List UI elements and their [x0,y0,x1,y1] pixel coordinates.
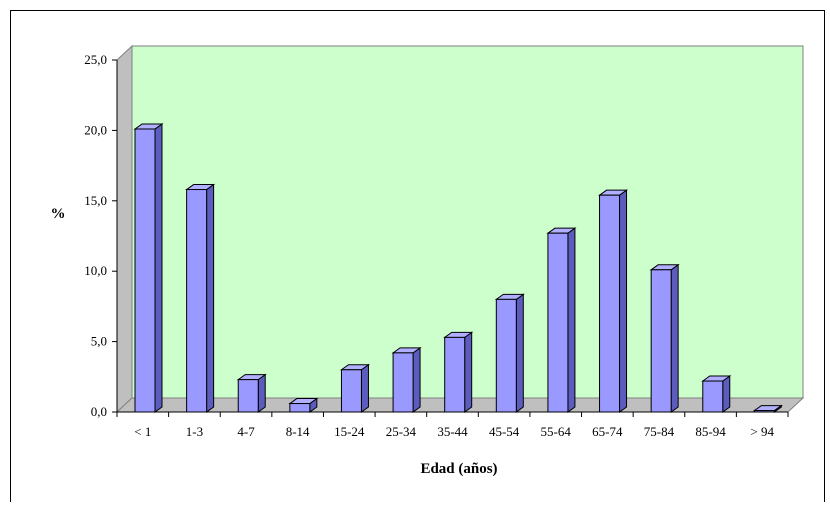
x-axis-title: Edad (años) [420,461,497,477]
x-tick-label: 1-3 [186,424,203,439]
bar-side [412,346,421,413]
x-tick-label: 85-94 [695,424,726,439]
x-tick-label: 4-7 [237,424,255,439]
side-wall [116,44,133,414]
bar [391,346,422,413]
bar-front [444,336,466,413]
x-tick-label: 45-54 [489,424,520,439]
bar [236,373,267,413]
y-axis-title: % [51,206,66,222]
bar [494,293,525,413]
x-tick-label: 65-74 [592,424,623,439]
y-tick-label: 5,0 [91,334,107,349]
x-tick-label: 55-64 [541,424,572,439]
y-tick-label: 15,0 [84,193,107,208]
y-tick-label: 20,0 [84,122,107,137]
bar-side [567,227,576,413]
bar [133,123,164,413]
bar [649,263,680,413]
x-tick-label: 15-24 [334,424,365,439]
bar-front [702,380,724,413]
bar-side [464,331,473,413]
bar-front [392,352,414,413]
y-tick-label: 0,0 [91,404,107,419]
bar-front [547,232,569,413]
x-tick-label: 8-14 [286,424,310,439]
bar-side [257,373,266,413]
bar-side [154,123,163,413]
x-axis: < 1 1-3 4-7 8-14 15-24 25-34 35-44 45-54 55-64 65… [116,411,789,439]
bar-front [186,189,208,413]
x-tick-label: < 1 [134,424,151,439]
bar-front [289,403,311,413]
plot-area [115,44,805,414]
bars [133,123,783,413]
x-tick-label: 35-44 [437,424,468,439]
x-tick-label: 75-84 [644,424,675,439]
bar-side [722,375,731,413]
y-tick-label: 10,0 [84,263,107,278]
bar-front [495,298,517,413]
bar-front [340,369,362,413]
bar-side [206,183,215,413]
bar-front [134,128,156,413]
y-axis: 0,0 5,0 10,0 15,0 20,0 25,0 [84,52,118,419]
bar [443,331,474,413]
bar-front [237,379,259,413]
bar [185,183,216,413]
bar [597,189,629,413]
bar [701,375,732,413]
bar-front [650,269,672,413]
y-tick-label: 25,0 [84,52,107,67]
bar-side [670,263,679,413]
bar [546,227,577,413]
bar-side [360,363,369,413]
x-tick-label: > 94 [750,424,774,439]
bar-side [619,189,628,413]
bar-front [599,194,621,413]
bar [288,397,319,413]
bar-side [515,293,524,413]
x-tick-label: 25-34 [386,424,417,439]
bar [339,363,371,413]
